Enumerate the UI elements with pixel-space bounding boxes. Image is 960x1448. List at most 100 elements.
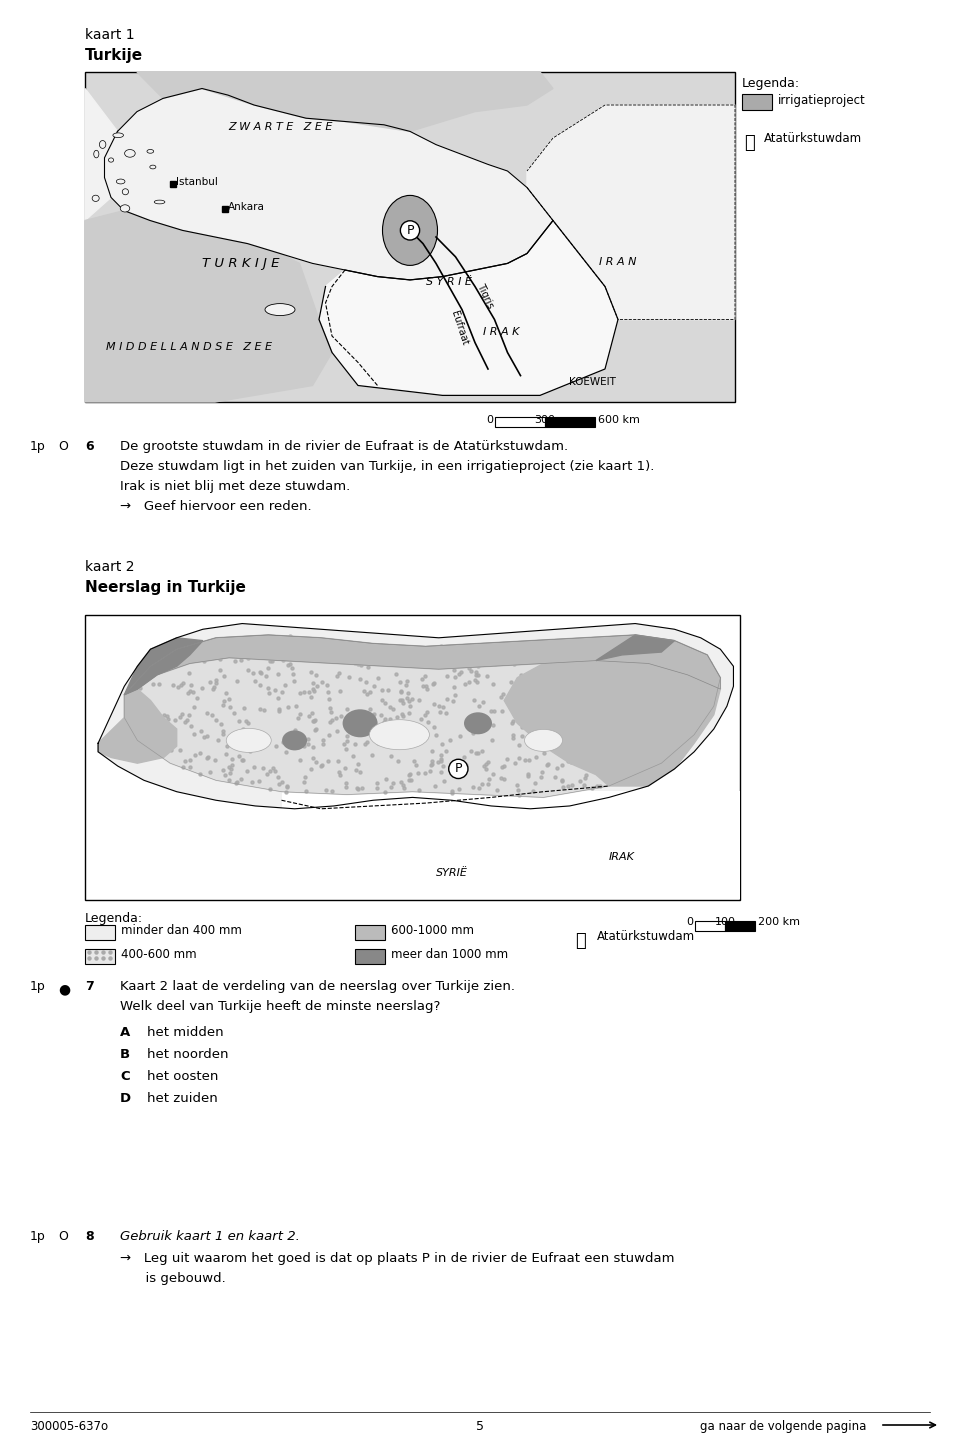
Polygon shape [124,637,203,695]
Bar [725,921,755,931]
Polygon shape [98,624,733,809]
Text: Legenda:: Legenda: [85,912,143,925]
Text: meer dan 1000 mm: meer dan 1000 mm [391,948,508,961]
Text: 8: 8 [85,1229,94,1242]
Text: Neerslag in Turkije: Neerslag in Turkije [85,581,246,595]
Bar [281,791,740,899]
Text: 0: 0 [487,416,493,426]
Ellipse shape [113,133,124,138]
Ellipse shape [343,710,377,737]
Text: Atatürkstuwdam: Atatürkstuwdam [764,132,862,145]
Text: T U R K I J E: T U R K I J E [203,256,279,269]
Ellipse shape [265,304,295,316]
Text: 300: 300 [535,416,556,426]
Ellipse shape [282,730,307,750]
Text: I R A N: I R A N [599,256,636,266]
Ellipse shape [382,195,438,265]
Text: 600 km: 600 km [598,416,640,426]
Text: het oosten: het oosten [147,1070,218,1083]
Polygon shape [85,88,117,220]
Bar [85,948,115,964]
Text: Kaart 2 laat de verdeling van de neerslag over Turkije zien.: Kaart 2 laat de verdeling van de neersla… [120,980,515,993]
Text: Ⓟ: Ⓟ [575,933,586,950]
Ellipse shape [100,140,106,148]
Text: SYRIË: SYRIË [436,867,468,877]
Polygon shape [596,636,675,660]
Text: 6: 6 [85,440,94,453]
Text: →   Geef hiervoor een reden.: → Geef hiervoor een reden. [120,500,312,513]
Bar [355,925,385,940]
Text: 7: 7 [85,980,94,993]
Text: kaart 2: kaart 2 [85,560,134,573]
Text: Atatürkstuwdam: Atatürkstuwdam [597,930,695,943]
Text: D: D [120,1092,132,1105]
Text: ga naar de volgende pagina: ga naar de volgende pagina [700,1420,866,1434]
Text: het zuiden: het zuiden [147,1092,218,1105]
Text: I R A K: I R A K [483,327,519,337]
Text: kaart 1: kaart 1 [85,28,134,42]
Text: Z W A R T E   Z E E: Z W A R T E Z E E [228,122,332,132]
Polygon shape [124,636,720,695]
Ellipse shape [147,149,154,153]
Text: 1p: 1p [30,980,46,993]
Text: het noorden: het noorden [147,1048,228,1061]
Text: O: O [58,440,68,453]
Ellipse shape [125,149,135,158]
Ellipse shape [116,180,125,184]
Text: De grootste stuwdam in de rivier de Eufraat is de Atatürkstuwdam.: De grootste stuwdam in de rivier de Eufr… [120,440,568,453]
Polygon shape [319,220,618,395]
Text: KOEWEIT: KOEWEIT [568,376,615,387]
Text: 5: 5 [476,1420,484,1434]
Bar [495,417,545,427]
Text: Tigris: Tigris [475,282,495,310]
Bar [695,921,725,931]
Text: →   Leg uit waarom het goed is dat op plaats P in de rivier de Eufraat een stuwd: → Leg uit waarom het goed is dat op plaa… [120,1253,675,1266]
Polygon shape [504,660,720,786]
Polygon shape [124,636,720,798]
Text: Gebruik kaart 1 en kaart 2.: Gebruik kaart 1 en kaart 2. [120,1229,300,1242]
Text: ●: ● [58,982,70,996]
Bar [355,948,385,964]
Text: Welk deel van Turkije heeft de minste neerslag?: Welk deel van Turkije heeft de minste ne… [120,1001,441,1014]
Ellipse shape [370,720,429,750]
Text: irrigatieproject: irrigatieproject [778,94,866,107]
Text: O: O [58,1229,68,1242]
Text: Ⓟ: Ⓟ [744,135,755,152]
Text: A: A [120,1027,131,1040]
Bar [85,925,115,940]
Text: S Y R I Ë: S Y R I Ë [426,277,472,287]
Text: Legenda:: Legenda: [742,77,800,90]
Ellipse shape [120,204,130,211]
Ellipse shape [155,200,165,204]
Bar [85,72,735,403]
Polygon shape [105,88,553,279]
Text: P: P [406,224,414,237]
Text: B: B [120,1048,131,1061]
Ellipse shape [524,730,563,752]
Text: het midden: het midden [147,1027,224,1040]
Polygon shape [527,106,735,320]
Ellipse shape [227,728,272,753]
Text: Irak is niet blij met deze stuwdam.: Irak is niet blij met deze stuwdam. [120,479,350,492]
Ellipse shape [122,188,129,195]
Bar [545,417,595,427]
Polygon shape [85,210,332,403]
Text: 400-600 mm: 400-600 mm [121,948,197,961]
Ellipse shape [150,165,156,169]
Bar [742,94,772,110]
Text: P: P [455,763,462,775]
Text: Ankara: Ankara [228,203,265,211]
Polygon shape [98,689,177,763]
Text: Eufraat: Eufraat [449,310,469,348]
Polygon shape [137,72,553,132]
Ellipse shape [108,158,113,162]
Text: 200 km: 200 km [758,917,800,927]
Ellipse shape [464,712,492,734]
Text: Deze stuwdam ligt in het zuiden van Turkije, in een irrigatieproject (zie kaart : Deze stuwdam ligt in het zuiden van Turk… [120,460,655,473]
Text: 600-1000 mm: 600-1000 mm [391,924,474,937]
Text: 100: 100 [714,917,735,927]
Text: Istanbul: Istanbul [176,177,218,187]
Text: 1p: 1p [30,440,46,453]
Text: M I D D E L L A N D S E   Z E E: M I D D E L L A N D S E Z E E [106,342,272,352]
Bar [85,615,740,901]
